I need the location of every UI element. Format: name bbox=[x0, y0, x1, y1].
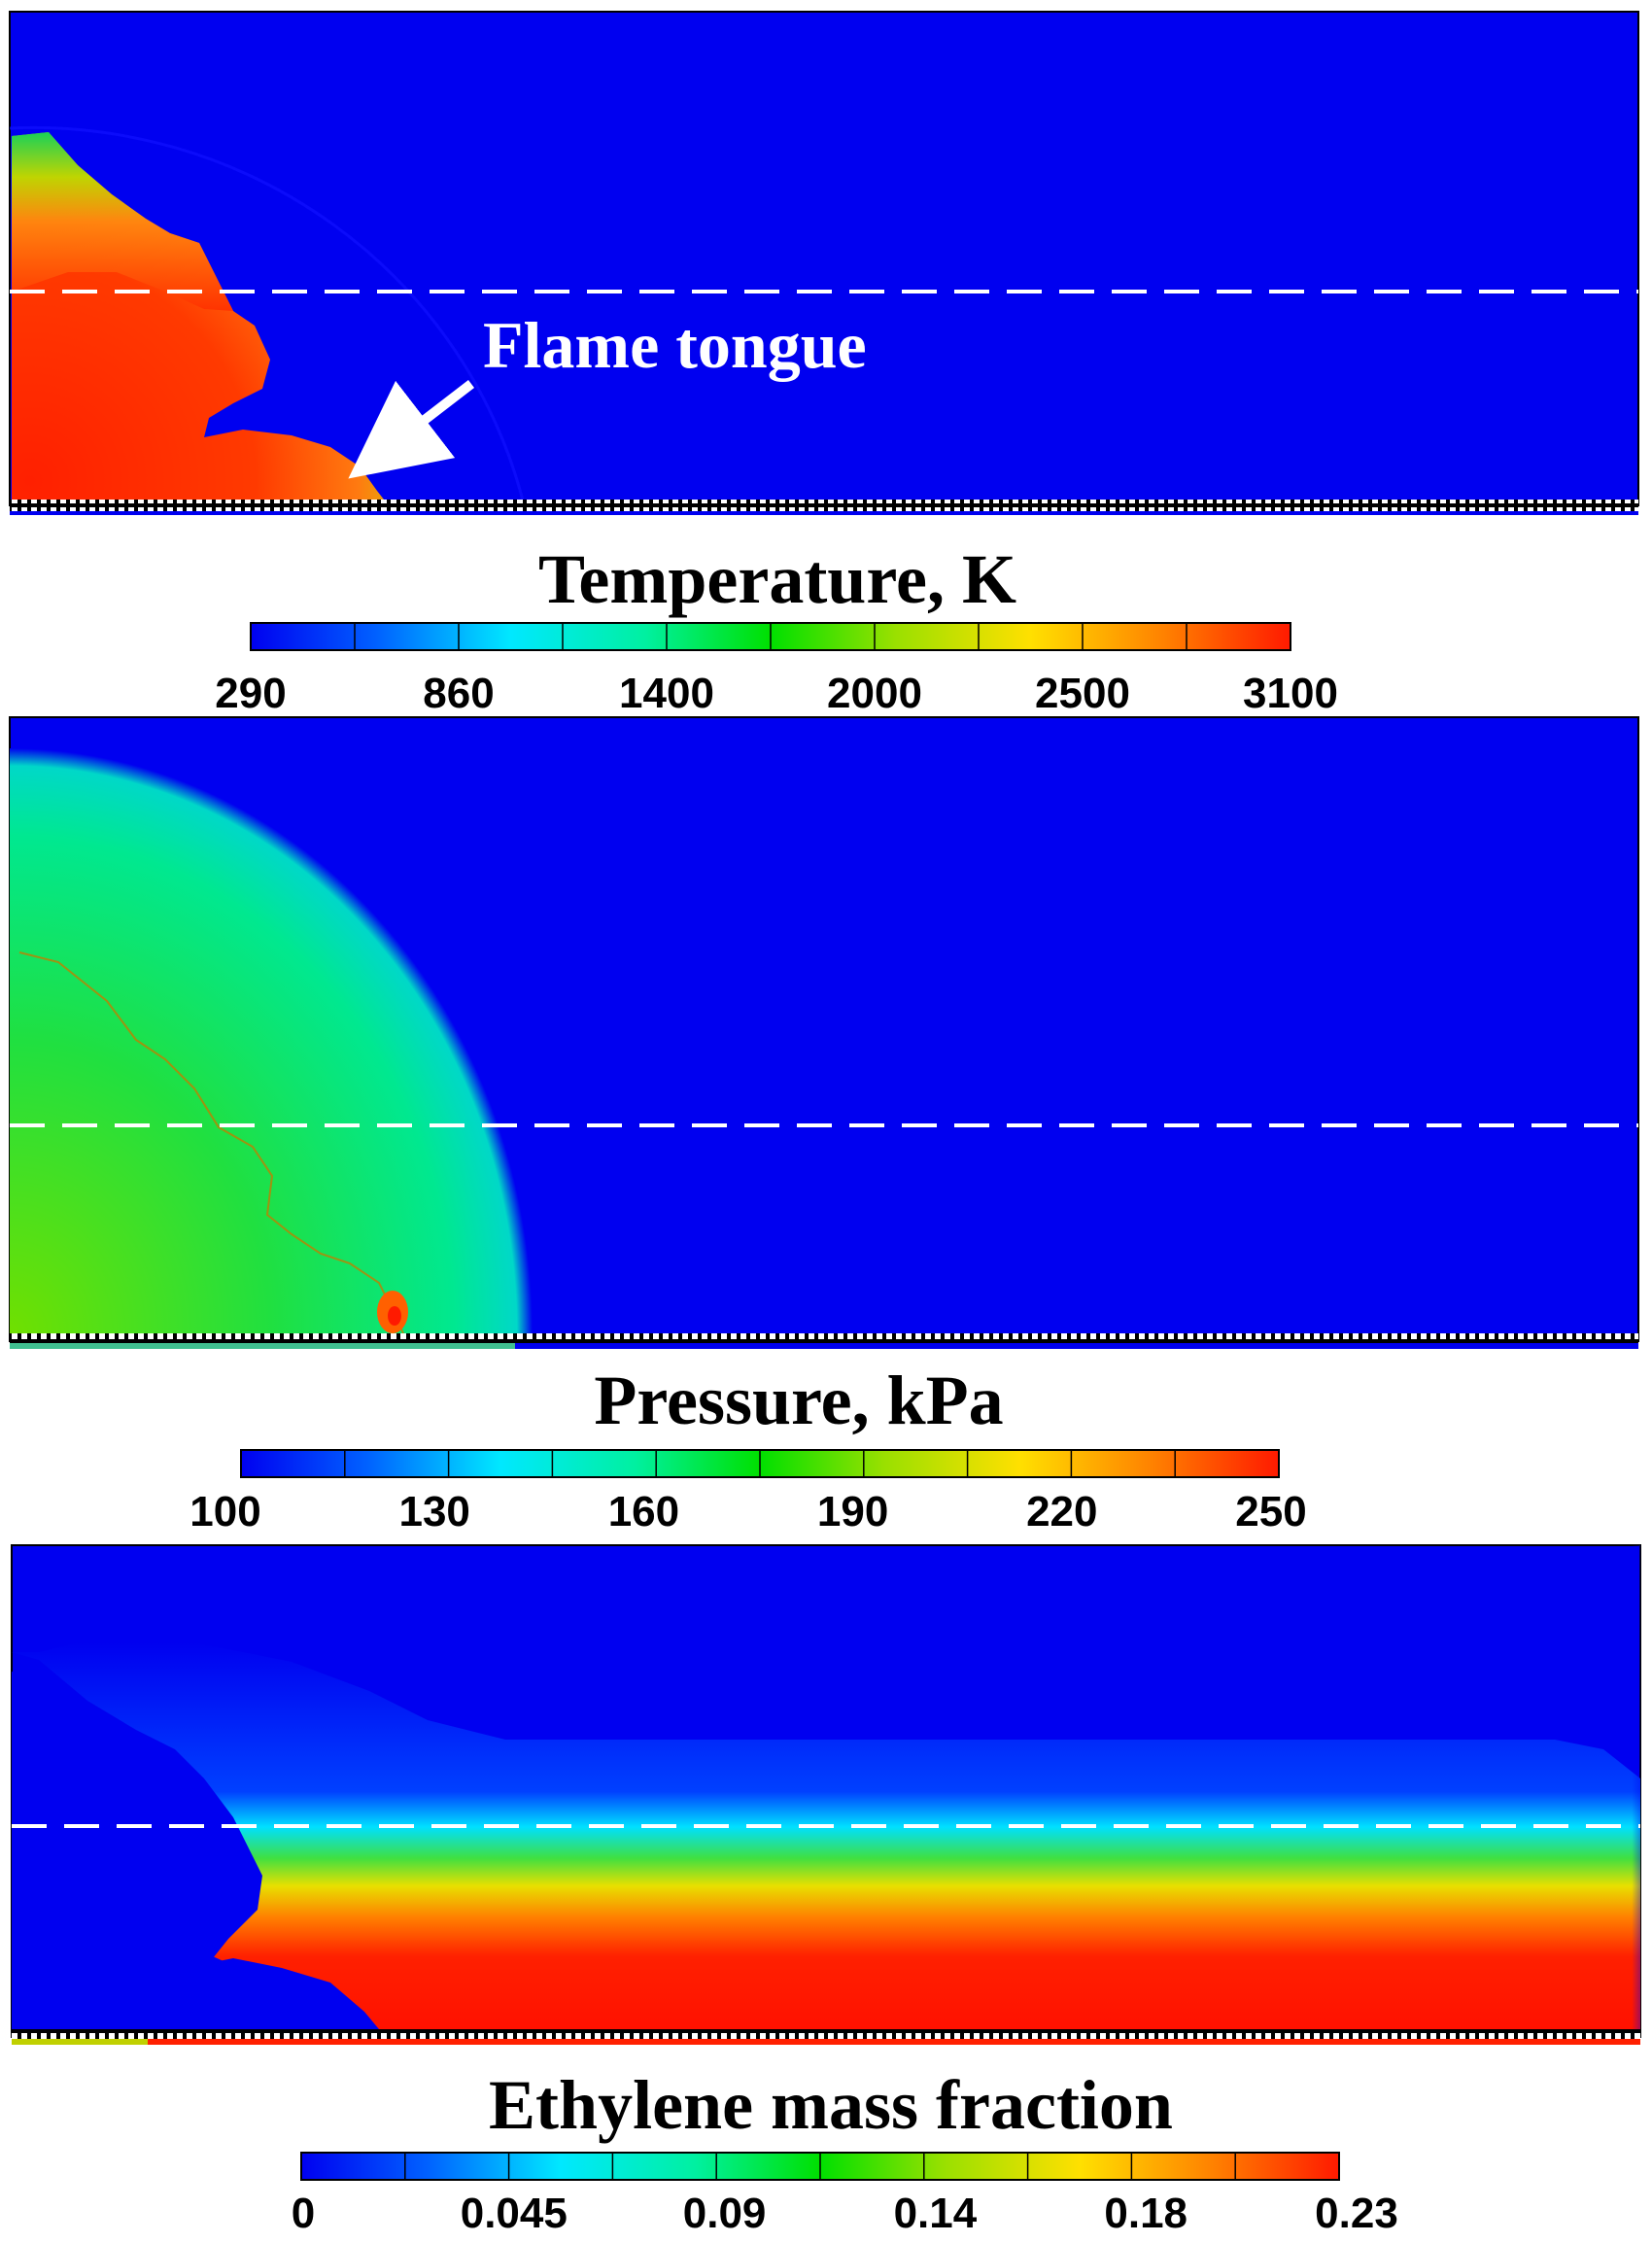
ethylene-layer bbox=[12, 1642, 1640, 2035]
temperature-colorbar: Temperature, K 290 860 1400 2000 2500 3100 bbox=[215, 540, 1338, 717]
colorbar-tick-label: 100 bbox=[189, 1488, 260, 1536]
colorbar-tick-label: 2000 bbox=[827, 670, 922, 717]
flame-tongue-arrow bbox=[348, 380, 475, 479]
colorbar-tick-label: 0 bbox=[292, 2190, 315, 2237]
flame-tongue-label: Flame tongue bbox=[483, 308, 867, 382]
colorbar-tick-label: 860 bbox=[423, 670, 494, 717]
colorbar-title: Temperature, K bbox=[538, 540, 1016, 618]
colorbar-title: Pressure, kPa bbox=[594, 1362, 1003, 1439]
pressure-panel bbox=[9, 716, 1639, 1349]
bottom-wall bbox=[10, 500, 1638, 511]
colorbar-title: Ethylene mass fraction bbox=[489, 2066, 1173, 2144]
colorbar-tick-label: 250 bbox=[1235, 1488, 1306, 1536]
colorbar-tick-label: 220 bbox=[1026, 1488, 1097, 1536]
colorbar-tick-label: 1400 bbox=[619, 670, 714, 717]
colorbar-tick-label: 2500 bbox=[1035, 670, 1130, 717]
colorbar-tick-label: 3100 bbox=[1243, 670, 1338, 717]
colorbar-tick-label: 130 bbox=[398, 1488, 469, 1536]
bottom-wall bbox=[10, 1333, 1638, 1343]
bottom-wall bbox=[12, 2029, 1640, 2039]
colorbar-tick-label: 0.09 bbox=[683, 2190, 767, 2237]
ethylene-colorbar: Ethylene mass fraction 0 0.045 0.09 0.14 0.1… bbox=[292, 2066, 1398, 2237]
colorbar-tick-label: 190 bbox=[817, 1488, 888, 1536]
pressure-front bbox=[10, 748, 533, 1333]
ethylene-panel bbox=[11, 1544, 1641, 2045]
colorbar-tick-label: 290 bbox=[215, 670, 286, 717]
pressure-colorbar: Pressure, kPa 100 130 160 190 220 250 bbox=[189, 1362, 1306, 1536]
colorbar-tick-label: 0.23 bbox=[1315, 2190, 1398, 2237]
colorbar-tick-label: 0.14 bbox=[894, 2190, 978, 2237]
colorbar-tick-label: 0.045 bbox=[461, 2190, 568, 2237]
colorbar-tick-label: 160 bbox=[608, 1488, 679, 1536]
temperature-panel: Flame tongue bbox=[9, 11, 1639, 515]
colorbar-tick-label: 0.18 bbox=[1104, 2190, 1187, 2237]
